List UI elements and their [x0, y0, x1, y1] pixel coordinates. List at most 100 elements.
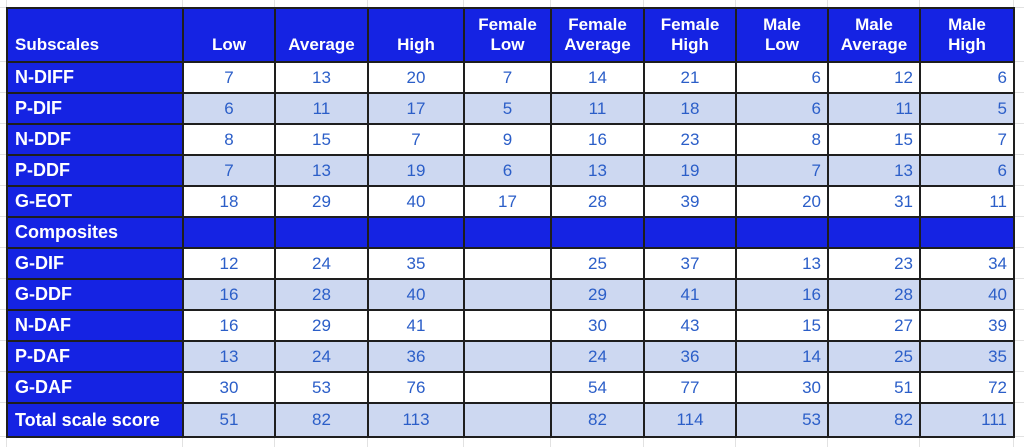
- cell-p-ddf-male-high[interactable]: 6: [919, 154, 1015, 187]
- cell-p-dif-female-high[interactable]: 18: [643, 92, 737, 125]
- row-label-p-ddf[interactable]: P-DDF: [6, 154, 184, 187]
- cell-p-daf-male-high[interactable]: 35: [919, 340, 1015, 373]
- cell-composites-male-average[interactable]: [827, 216, 921, 249]
- column-header-average[interactable]: Average: [274, 7, 369, 63]
- cell-p-dif-low[interactable]: 6: [182, 92, 276, 125]
- row-label-p-daf[interactable]: P-DAF: [6, 340, 184, 373]
- cell-p-daf-average[interactable]: 24: [274, 340, 369, 373]
- column-header-male-high[interactable]: Male High: [919, 7, 1015, 63]
- cell-p-dif-male-low[interactable]: 6: [735, 92, 829, 125]
- cell-n-diff-female-low[interactable]: 7: [463, 61, 552, 94]
- column-header-female-average[interactable]: Female Average: [550, 7, 645, 63]
- cell-p-daf-male-low[interactable]: 14: [735, 340, 829, 373]
- cell-total-scale-score-high[interactable]: 113: [367, 402, 465, 438]
- cell-total-scale-score-female-average[interactable]: 82: [550, 402, 645, 438]
- cell-total-scale-score-female-high[interactable]: 114: [643, 402, 737, 438]
- cell-n-ddf-average[interactable]: 15: [274, 123, 369, 156]
- cell-p-daf-female-high[interactable]: 36: [643, 340, 737, 373]
- cell-p-daf-female-average[interactable]: 24: [550, 340, 645, 373]
- row-label-n-daf[interactable]: N-DAF: [6, 309, 184, 342]
- cell-n-ddf-low[interactable]: 8: [182, 123, 276, 156]
- cell-n-diff-female-high[interactable]: 21: [643, 61, 737, 94]
- cell-n-ddf-female-low[interactable]: 9: [463, 123, 552, 156]
- cell-g-dif-male-low[interactable]: 13: [735, 247, 829, 280]
- column-header-high[interactable]: High: [367, 7, 465, 63]
- cell-g-daf-female-low[interactable]: [463, 371, 552, 404]
- cell-composites-female-low[interactable]: [463, 216, 552, 249]
- cell-total-scale-score-male-average[interactable]: 82: [827, 402, 921, 438]
- cell-g-dif-low[interactable]: 12: [182, 247, 276, 280]
- cell-g-dif-female-low[interactable]: [463, 247, 552, 280]
- cell-g-eot-male-average[interactable]: 31: [827, 185, 921, 218]
- cell-g-ddf-female-high[interactable]: 41: [643, 278, 737, 311]
- cell-g-dif-male-average[interactable]: 23: [827, 247, 921, 280]
- cell-n-diff-high[interactable]: 20: [367, 61, 465, 94]
- cell-g-daf-male-high[interactable]: 72: [919, 371, 1015, 404]
- column-header-subscales[interactable]: Subscales: [6, 7, 184, 63]
- row-label-g-ddf[interactable]: G-DDF: [6, 278, 184, 311]
- cell-g-daf-male-average[interactable]: 51: [827, 371, 921, 404]
- column-header-male-low[interactable]: Male Low: [735, 7, 829, 63]
- cell-n-ddf-male-average[interactable]: 15: [827, 123, 921, 156]
- cell-g-dif-average[interactable]: 24: [274, 247, 369, 280]
- cell-g-dif-male-high[interactable]: 34: [919, 247, 1015, 280]
- cell-g-eot-average[interactable]: 29: [274, 185, 369, 218]
- cell-p-dif-female-low[interactable]: 5: [463, 92, 552, 125]
- cell-composites-female-high[interactable]: [643, 216, 737, 249]
- column-header-female-high[interactable]: Female High: [643, 7, 737, 63]
- cell-p-ddf-high[interactable]: 19: [367, 154, 465, 187]
- cell-g-eot-male-high[interactable]: 11: [919, 185, 1015, 218]
- cell-composites-female-average[interactable]: [550, 216, 645, 249]
- cell-total-scale-score-average[interactable]: 82: [274, 402, 369, 438]
- row-label-n-ddf[interactable]: N-DDF: [6, 123, 184, 156]
- cell-g-daf-female-average[interactable]: 54: [550, 371, 645, 404]
- cell-g-dif-high[interactable]: 35: [367, 247, 465, 280]
- cell-g-eot-female-low[interactable]: 17: [463, 185, 552, 218]
- cell-g-eot-low[interactable]: 18: [182, 185, 276, 218]
- row-label-p-dif[interactable]: P-DIF: [6, 92, 184, 125]
- cell-n-daf-low[interactable]: 16: [182, 309, 276, 342]
- cell-g-ddf-male-high[interactable]: 40: [919, 278, 1015, 311]
- cell-n-daf-male-average[interactable]: 27: [827, 309, 921, 342]
- cell-n-daf-female-average[interactable]: 30: [550, 309, 645, 342]
- cell-g-ddf-high[interactable]: 40: [367, 278, 465, 311]
- row-label-composites[interactable]: Composites: [6, 216, 184, 249]
- cell-composites-average[interactable]: [274, 216, 369, 249]
- cell-total-scale-score-male-high[interactable]: 111: [919, 402, 1015, 438]
- cell-p-dif-average[interactable]: 11: [274, 92, 369, 125]
- cell-p-ddf-male-average[interactable]: 13: [827, 154, 921, 187]
- cell-g-daf-male-low[interactable]: 30: [735, 371, 829, 404]
- column-header-low[interactable]: Low: [182, 7, 276, 63]
- cell-p-ddf-male-low[interactable]: 7: [735, 154, 829, 187]
- cell-n-ddf-female-average[interactable]: 16: [550, 123, 645, 156]
- cell-p-ddf-low[interactable]: 7: [182, 154, 276, 187]
- row-label-total-scale-score[interactable]: Total scale score: [6, 402, 184, 438]
- cell-g-ddf-female-low[interactable]: [463, 278, 552, 311]
- cell-g-eot-female-average[interactable]: 28: [550, 185, 645, 218]
- cell-p-ddf-female-low[interactable]: 6: [463, 154, 552, 187]
- cell-n-ddf-high[interactable]: 7: [367, 123, 465, 156]
- cell-p-dif-high[interactable]: 17: [367, 92, 465, 125]
- cell-total-scale-score-low[interactable]: 51: [182, 402, 276, 438]
- cell-n-diff-average[interactable]: 13: [274, 61, 369, 94]
- column-header-female-low[interactable]: Female Low: [463, 7, 552, 63]
- cell-p-daf-female-low[interactable]: [463, 340, 552, 373]
- cell-p-daf-male-average[interactable]: 25: [827, 340, 921, 373]
- cell-g-ddf-low[interactable]: 16: [182, 278, 276, 311]
- cell-n-daf-high[interactable]: 41: [367, 309, 465, 342]
- cell-n-diff-female-average[interactable]: 14: [550, 61, 645, 94]
- cell-n-diff-male-low[interactable]: 6: [735, 61, 829, 94]
- cell-n-diff-low[interactable]: 7: [182, 61, 276, 94]
- cell-g-eot-female-high[interactable]: 39: [643, 185, 737, 218]
- row-label-g-eot[interactable]: G-EOT: [6, 185, 184, 218]
- cell-composites-male-high[interactable]: [919, 216, 1015, 249]
- cell-composites-male-low[interactable]: [735, 216, 829, 249]
- column-header-male-average[interactable]: Male Average: [827, 7, 921, 63]
- cell-n-ddf-female-high[interactable]: 23: [643, 123, 737, 156]
- cell-p-daf-high[interactable]: 36: [367, 340, 465, 373]
- cell-g-daf-high[interactable]: 76: [367, 371, 465, 404]
- cell-n-daf-female-high[interactable]: 43: [643, 309, 737, 342]
- cell-g-daf-average[interactable]: 53: [274, 371, 369, 404]
- cell-p-daf-low[interactable]: 13: [182, 340, 276, 373]
- cell-n-daf-average[interactable]: 29: [274, 309, 369, 342]
